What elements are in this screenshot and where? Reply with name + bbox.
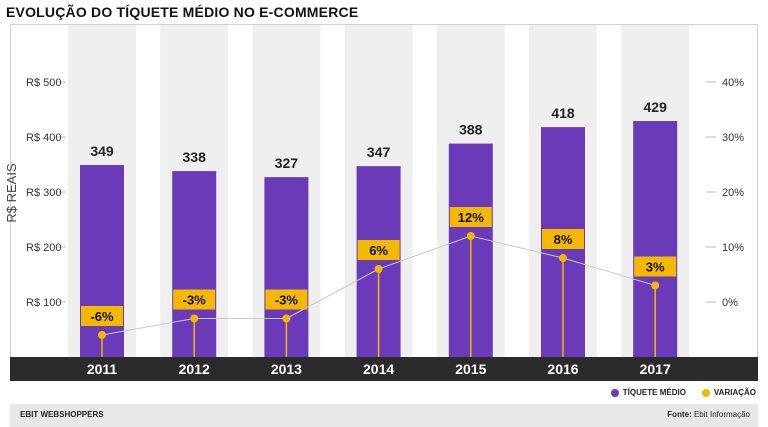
- right-tick-label: 30%: [722, 132, 744, 144]
- variation-label: 6%: [369, 243, 388, 258]
- variation-point-2011: [98, 331, 106, 339]
- x-tick-label: 2015: [455, 361, 486, 377]
- chart-frame: [10, 24, 758, 381]
- left-tick-label: R$ 500: [26, 77, 61, 89]
- right-tick-label: 10%: [722, 242, 744, 254]
- chart-title: EVOLUÇÃO DO TÍQUETE MÉDIO NO E-COMMERCE: [6, 4, 359, 20]
- variation-label: -3%: [275, 293, 299, 308]
- legend: TÍQUETE MÉDIO VARIAÇÃO: [601, 388, 756, 397]
- bar-value-label: 349: [90, 143, 114, 159]
- bar-value-label: 327: [275, 155, 299, 171]
- variation-point-2015: [466, 232, 475, 240]
- x-tick-label: 2013: [271, 361, 302, 377]
- footer-source-right: Fonte: Ebit Informação: [667, 410, 750, 419]
- left-tick-label: R$ 300: [26, 187, 61, 199]
- x-tick-label: 2017: [640, 361, 671, 377]
- variation-label: 3%: [646, 260, 665, 275]
- left-tick-label: R$ 100: [26, 297, 61, 309]
- variation-label-box: [357, 240, 400, 260]
- legend-ticket-label: TÍQUETE MÉDIO: [622, 388, 686, 397]
- variation-point-2012: [190, 314, 199, 323]
- right-tick-label: 20%: [722, 187, 744, 199]
- right-tick-label: 0%: [722, 297, 738, 309]
- chart: R$ 100 R$ 200 R$ 300 R$ 400 R$ 500 0% 10% 20% 3…: [4, 25, 758, 381]
- legend-variation-label: VARIAÇÃO: [713, 388, 756, 397]
- footer-source-value: Ebit Informação: [693, 410, 750, 419]
- legend-ticket-swatch: [610, 388, 619, 397]
- variation-label-box: [81, 306, 123, 326]
- bar-value-label: 338: [183, 149, 207, 165]
- y-axis-label: R$ REAIS: [4, 163, 19, 223]
- variation-label: -3%: [183, 293, 207, 308]
- variation-label-box: [634, 256, 677, 277]
- variation-point-2017: [651, 281, 660, 290]
- variation-label: -6%: [90, 309, 114, 324]
- variation-label-box: [542, 229, 584, 249]
- bar-value-label: 347: [367, 144, 391, 160]
- x-tick-label: 2014: [363, 361, 394, 377]
- footer-source-label: Fonte:: [667, 410, 692, 419]
- bar-value-label: 429: [644, 99, 668, 115]
- x-tick-label: 2012: [179, 361, 210, 377]
- footer: EBIT WEBSHOPPERS Fonte: Ebit Informação: [10, 404, 758, 427]
- variation-label: 12%: [458, 210, 484, 225]
- bar-ticket-2011: [80, 165, 124, 357]
- legend-item-ticket: TÍQUETE MÉDIO: [610, 388, 686, 397]
- legend-variation-swatch: [701, 388, 710, 397]
- left-tick-label: R$ 400: [26, 132, 61, 144]
- bar-value-label: 418: [551, 105, 575, 121]
- footer-source-left: EBIT WEBSHOPPERS: [20, 410, 104, 419]
- right-tick-label: 40%: [722, 77, 744, 89]
- left-tick-label: R$ 200: [26, 242, 61, 254]
- variation-point-2014: [374, 265, 383, 273]
- variation-label-box: [265, 289, 308, 310]
- x-axis-bar: [10, 357, 758, 381]
- legend-item-variation: VARIAÇÃO: [701, 388, 756, 397]
- variation-label-box: [449, 207, 492, 227]
- variation-label-box: [173, 289, 216, 310]
- x-tick-label: 2016: [547, 361, 578, 377]
- variation-label: 8%: [554, 232, 573, 247]
- variation-point-2013: [282, 314, 291, 323]
- x-tick-label: 2011: [87, 361, 118, 377]
- variation-point-2016: [559, 254, 567, 262]
- bar-value-label: 388: [459, 122, 483, 138]
